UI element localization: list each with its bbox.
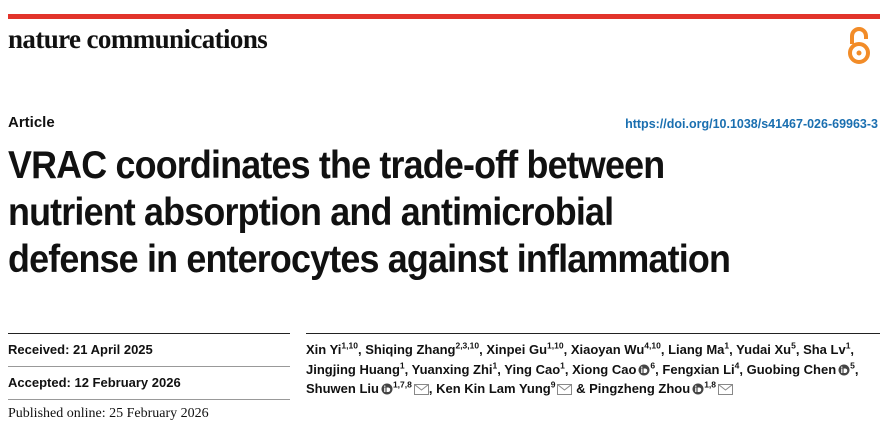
author-name: Xinpei Gu [486, 342, 548, 357]
email-icon[interactable] [413, 384, 429, 395]
separator: , [563, 342, 568, 357]
author-name: Yudai Xu [736, 342, 792, 357]
affiliation: 5 [791, 340, 796, 351]
orcid-icon[interactable] [381, 383, 393, 395]
author: Sha Lv1, [803, 340, 855, 357]
separator: , [428, 381, 433, 396]
affiliation: 4,10 [644, 340, 661, 351]
rule [8, 333, 290, 334]
separator: , [479, 342, 483, 357]
title-line: defense in enterocytes against inflammat… [8, 238, 731, 281]
author: Liang Ma1, [668, 340, 733, 357]
author: Ying Cao1, [504, 360, 569, 377]
top-bar [8, 14, 880, 19]
affiliation: 2,3,10 [455, 340, 480, 351]
author: Xiong Cao 6, [572, 360, 659, 377]
affiliation: 1 [492, 360, 498, 371]
open-access-icon [848, 27, 870, 64]
email-icon[interactable] [557, 384, 573, 395]
orcid-icon[interactable] [838, 364, 850, 376]
separator: , [850, 342, 855, 357]
separator: , [564, 361, 569, 377]
article-type: Article [8, 114, 55, 131]
affiliation: 6 [650, 360, 656, 371]
affiliation: 5 [850, 360, 855, 371]
author: Xinpei Gu1,10, [486, 340, 568, 357]
author-list: Xin Yi1,10, Shiqing Zhang2,3,10, Xinpei … [306, 340, 882, 399]
author-name: Xiong Cao [572, 361, 637, 377]
author: Jingjing Huang1, [306, 360, 409, 377]
date: Published online: 25 February 2026 [8, 406, 209, 421]
author-name: Sha Lv [803, 342, 846, 357]
separator: , [357, 342, 362, 357]
affiliation: 1 [399, 360, 405, 371]
orcid-icon[interactable] [692, 383, 704, 395]
separator: , [795, 342, 800, 357]
affiliation: 1,8 [704, 379, 717, 390]
affiliation: 1 [845, 340, 851, 351]
author: Pingzheng Zhou 1,8 [589, 379, 734, 396]
email-icon[interactable] [718, 384, 734, 395]
author: Yuanxing Zhi1, [411, 360, 501, 377]
rule [306, 333, 880, 334]
author-name: Jingjing Huang [306, 361, 400, 377]
separator: & [576, 381, 586, 396]
author: Ken Kin Lam Yung9 & [436, 379, 586, 396]
rule [8, 399, 290, 400]
affiliation: 1,10 [341, 340, 358, 351]
affiliation: 1,10 [547, 340, 564, 351]
affiliation: 9 [550, 379, 556, 390]
author: Yudai Xu5, [736, 340, 800, 357]
doi-link[interactable]: https://doi.org/10.1038/s41467-026-69963… [625, 117, 878, 131]
author: Shiqing Zhang2,3,10, [365, 340, 483, 357]
rule [8, 366, 290, 367]
author-name: Ken Kin Lam Yung [436, 381, 551, 396]
author: Fengxian Li4, [662, 360, 743, 377]
author-name: Ying Cao [504, 361, 561, 377]
author: Xin Yi1,10, [306, 340, 362, 357]
article-title: VRAC coordinates the trade-off between nu… [8, 142, 731, 283]
author: Xiaoyan Wu4,10, [570, 340, 665, 357]
separator: , [404, 361, 409, 377]
separator: , [729, 342, 733, 357]
affiliation: 1 [724, 340, 730, 351]
author: Guobing Chen 5, [746, 360, 859, 377]
affiliation: 1 [560, 360, 565, 371]
separator: , [660, 342, 665, 357]
author-name: Pingzheng Zhou [589, 381, 691, 396]
separator: , [739, 361, 743, 377]
author-name: Xin Yi [306, 342, 342, 357]
author-name: Shuwen Liu [306, 381, 379, 396]
title-line: nutrient absorption and antimicrobial [8, 191, 614, 234]
orcid-icon[interactable] [638, 364, 650, 376]
affiliation: 1,7,8 [392, 379, 412, 390]
separator: , [854, 361, 859, 377]
author: Shuwen Liu 1,7,8, [306, 379, 433, 396]
date: Accepted: 12 February 2026 [8, 375, 181, 390]
author-name: Yuanxing Zhi [411, 361, 493, 377]
author-name: Guobing Chen [746, 361, 837, 377]
author-name: Xiaoyan Wu [570, 342, 645, 357]
date: Received: 21 April 2025 [8, 342, 153, 357]
author-name: Liang Ma [668, 342, 725, 357]
separator: , [655, 361, 659, 377]
author-name: Shiqing Zhang [365, 342, 456, 357]
affiliation: 4 [734, 360, 740, 371]
journal-name: nature communications [8, 24, 268, 54]
author-name: Fengxian Li [662, 361, 735, 377]
separator: , [497, 361, 501, 377]
title-line: VRAC coordinates the trade-off between [8, 144, 665, 187]
